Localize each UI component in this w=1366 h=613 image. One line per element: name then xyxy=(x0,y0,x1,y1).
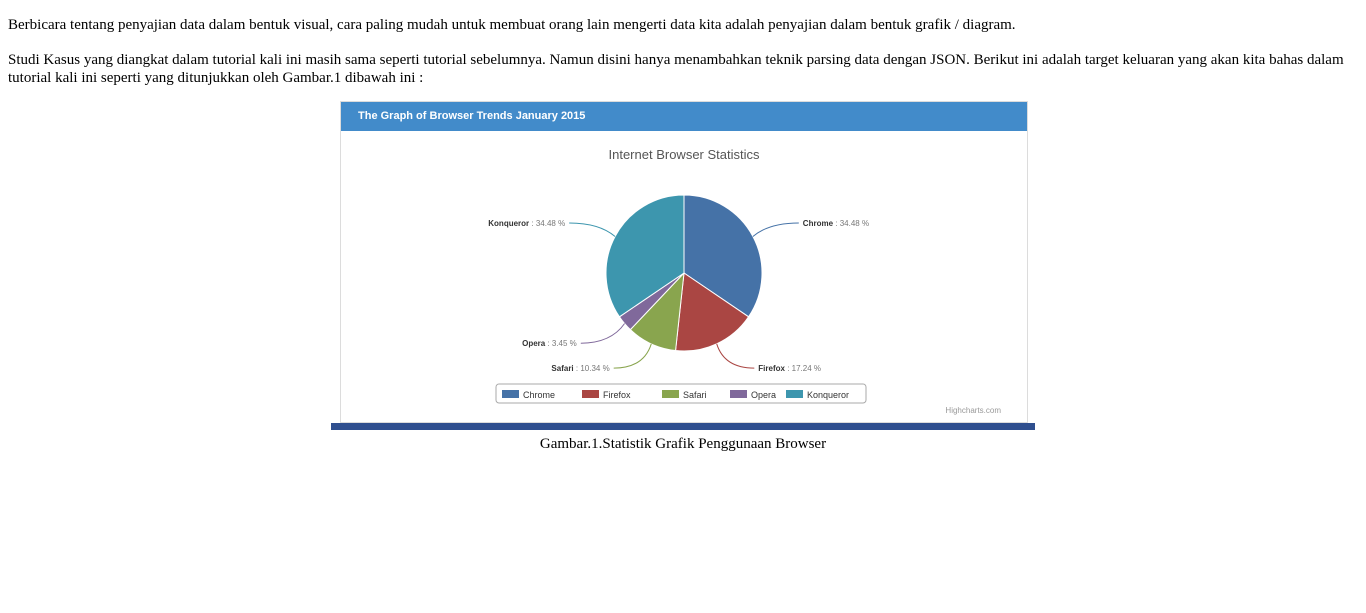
data-label-opera: Opera : 3.45 % xyxy=(522,339,577,348)
label-connector-firefox xyxy=(716,343,755,369)
panel-heading: The Graph of Browser Trends January 2015 xyxy=(341,102,1027,131)
legend-label-firefox: Firefox xyxy=(603,390,631,400)
label-connector-safari xyxy=(613,343,652,369)
data-label-firefox: Firefox : 17.24 % xyxy=(758,364,821,373)
legend-item-konqueror[interactable]: Konqueror xyxy=(786,390,849,400)
legend-label-chrome: Chrome xyxy=(523,390,555,400)
legend-item-safari[interactable]: Safari xyxy=(662,390,707,400)
label-connector-chrome xyxy=(752,222,799,237)
chart-panel: The Graph of Browser Trends January 2015… xyxy=(340,101,1028,423)
legend-item-chrome[interactable]: Chrome xyxy=(502,390,555,400)
legend-swatch-firefox xyxy=(582,390,599,398)
legend-swatch-chrome xyxy=(502,390,519,398)
pie-slice-chrome[interactable] xyxy=(683,194,763,318)
legend-box xyxy=(495,383,867,404)
figure-bottom-bar xyxy=(331,423,1035,430)
legend-label-konqueror: Konqueror xyxy=(807,390,849,400)
data-label-konqueror: Konqueror : 34.48 % xyxy=(488,219,565,228)
case-study-paragraph: Studi Kasus yang diangkat dalam tutorial… xyxy=(8,52,1344,86)
chart-legend: Chrome Firefox Safari Opera Konqueror xyxy=(495,383,867,404)
chart-title: Internet Browser Statistics xyxy=(609,147,760,162)
legend-item-opera[interactable]: Opera xyxy=(730,390,776,400)
legend-label-opera: Opera xyxy=(751,390,776,400)
pie-slice-konqueror[interactable] xyxy=(605,194,685,318)
label-connector-konqueror xyxy=(569,222,616,237)
legend-swatch-konqueror xyxy=(786,390,803,398)
legend-label-safari: Safari xyxy=(683,390,707,400)
data-label-chrome: Chrome : 34.48 % xyxy=(803,219,869,228)
legend-swatch-safari xyxy=(662,390,679,398)
chart-credits[interactable]: Highcharts.com xyxy=(945,406,1001,415)
legend-swatch-opera xyxy=(730,390,747,398)
data-label-safari: Safari : 10.34 % xyxy=(551,364,609,373)
panel-body: Internet Browser Statistics Chrome : 34.… xyxy=(341,131,1027,423)
figure-caption: Gambar.1.Statistik Grafik Penggunaan Bro… xyxy=(539,436,827,452)
legend-item-firefox[interactable]: Firefox xyxy=(582,390,631,400)
label-connector-opera xyxy=(580,323,626,344)
pie-chart: Internet Browser Statistics Chrome : 34.… xyxy=(488,147,1001,415)
intro-paragraph: Berbicara tentang penyajian data dalam b… xyxy=(8,17,1016,33)
